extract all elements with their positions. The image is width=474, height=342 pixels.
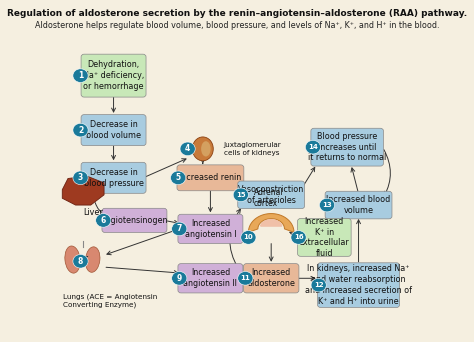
Text: Angiotensinogen: Angiotensinogen (100, 216, 168, 225)
FancyBboxPatch shape (81, 115, 146, 146)
Circle shape (291, 231, 306, 244)
FancyBboxPatch shape (298, 219, 351, 256)
FancyBboxPatch shape (318, 263, 400, 307)
FancyBboxPatch shape (178, 214, 243, 244)
Text: 15: 15 (236, 192, 246, 198)
Text: 8: 8 (78, 257, 83, 266)
FancyBboxPatch shape (238, 181, 305, 209)
Text: Dehydration,
Na⁺ deficiency,
or hemorrhage: Dehydration, Na⁺ deficiency, or hemorrha… (83, 61, 144, 91)
Text: 2: 2 (78, 126, 83, 135)
Text: Vasoconstriction
of arterioles: Vasoconstriction of arterioles (238, 185, 304, 205)
Polygon shape (62, 176, 104, 205)
Circle shape (73, 171, 88, 185)
Circle shape (305, 140, 320, 154)
Ellipse shape (65, 246, 80, 273)
Polygon shape (261, 220, 282, 226)
Circle shape (171, 171, 186, 185)
Text: 11: 11 (240, 275, 250, 281)
FancyBboxPatch shape (81, 162, 146, 193)
Text: Decrease in
blood volume: Decrease in blood volume (86, 120, 141, 140)
Circle shape (238, 272, 253, 285)
Text: Increased blood
volume: Increased blood volume (327, 195, 391, 215)
Text: 7: 7 (177, 224, 182, 233)
Text: Decrease in
blood pressure: Decrease in blood pressure (83, 168, 144, 188)
FancyBboxPatch shape (178, 264, 243, 293)
Text: 6: 6 (100, 216, 106, 225)
Text: Adrenal
cortex: Adrenal cortex (254, 188, 284, 208)
FancyBboxPatch shape (311, 128, 383, 166)
FancyBboxPatch shape (102, 208, 167, 233)
Text: Liver: Liver (83, 208, 103, 217)
Text: 14: 14 (308, 144, 318, 150)
Text: In kidneys, increased Na⁺
and water reabsorption
and increased secretion of
K⁺ a: In kidneys, increased Na⁺ and water reab… (305, 264, 412, 306)
Text: ACE: ACE (73, 256, 90, 265)
Text: Increased
aldosterone: Increased aldosterone (247, 268, 295, 288)
Text: Increased renin: Increased renin (179, 173, 242, 182)
Text: Increased
K⁺ in
extracellular
fluid: Increased K⁺ in extracellular fluid (299, 217, 350, 258)
FancyBboxPatch shape (177, 165, 244, 191)
Ellipse shape (192, 137, 213, 161)
Text: 13: 13 (322, 202, 332, 208)
Circle shape (172, 272, 187, 285)
Text: Increased
angiotensin I: Increased angiotensin I (184, 219, 236, 239)
Circle shape (73, 69, 88, 82)
Circle shape (96, 213, 111, 227)
Text: 5: 5 (175, 173, 181, 182)
Circle shape (172, 222, 187, 236)
Text: 3: 3 (78, 173, 83, 182)
Text: Juxtaglomerular
cells of kidneys: Juxtaglomerular cells of kidneys (224, 142, 282, 156)
Text: Regulation of aldosterone secretion by the renin–angiotensin–aldosterone (RAA) p: Regulation of aldosterone secretion by t… (7, 9, 467, 18)
Text: 16: 16 (294, 234, 303, 240)
Circle shape (241, 231, 256, 244)
Text: Aldosterone helps regulate blood volume, blood pressure, and levels of Na⁺, K⁺, : Aldosterone helps regulate blood volume,… (35, 21, 439, 30)
FancyBboxPatch shape (81, 54, 146, 97)
Circle shape (319, 198, 335, 212)
Text: Lungs (ACE = Angiotensin
Converting Enzyme): Lungs (ACE = Angiotensin Converting Enzy… (64, 294, 158, 308)
Text: 1: 1 (78, 71, 83, 80)
Circle shape (233, 188, 248, 202)
Circle shape (180, 142, 195, 156)
FancyBboxPatch shape (244, 264, 299, 293)
Circle shape (311, 278, 326, 292)
Polygon shape (248, 214, 294, 232)
Ellipse shape (201, 141, 210, 157)
Text: 12: 12 (314, 282, 323, 288)
Text: 9: 9 (177, 274, 182, 283)
Text: Increased
angiotensin II: Increased angiotensin II (183, 268, 237, 288)
Text: Blood pressure
increases until
it returns to normal: Blood pressure increases until it return… (308, 132, 386, 162)
FancyBboxPatch shape (325, 191, 392, 219)
Ellipse shape (85, 247, 100, 272)
Text: 10: 10 (244, 234, 253, 240)
Text: 4: 4 (185, 144, 190, 153)
Circle shape (73, 254, 88, 268)
Circle shape (73, 123, 88, 137)
